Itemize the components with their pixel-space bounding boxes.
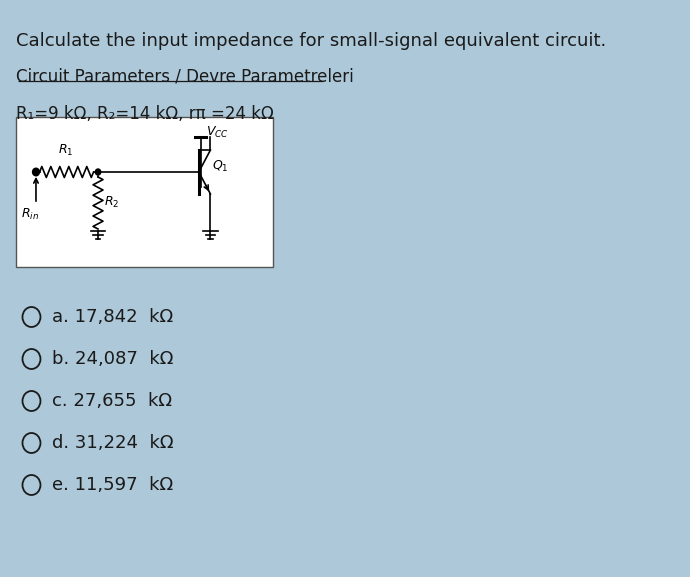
Circle shape [95,169,101,175]
Text: d. 31,224  kΩ: d. 31,224 kΩ [52,434,174,452]
Circle shape [32,168,39,176]
Text: $R_2$: $R_2$ [104,195,119,210]
Text: e. 11,597  kΩ: e. 11,597 kΩ [52,476,173,494]
Text: c. 27,655  kΩ: c. 27,655 kΩ [52,392,172,410]
Text: $V_{CC}$: $V_{CC}$ [206,125,228,140]
Text: $Q_1$: $Q_1$ [213,159,229,174]
Bar [16,117,273,267]
Text: b. 24,087  kΩ: b. 24,087 kΩ [52,350,174,368]
Text: Calculate the input impedance for small-signal equivalent circuit.: Calculate the input impedance for small-… [16,32,607,50]
Text: $R_{in}$: $R_{in}$ [21,207,39,222]
Text: $R_1$: $R_1$ [57,143,73,158]
Text: R₁=9 kΩ, R₂=14 kΩ, rπ =24 kΩ: R₁=9 kΩ, R₂=14 kΩ, rπ =24 kΩ [16,105,274,123]
Text: a. 17,842  kΩ: a. 17,842 kΩ [52,308,173,326]
Text: Circuit Parameters / Devre Parametreleri: Circuit Parameters / Devre Parametreleri [16,67,354,85]
